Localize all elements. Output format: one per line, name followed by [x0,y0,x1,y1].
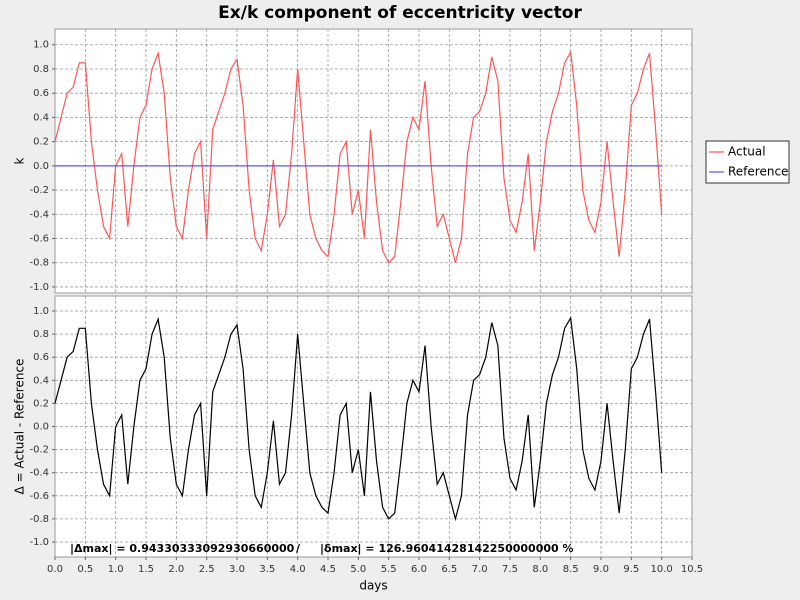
legend-label: Reference [728,165,788,179]
x-tick-label: 3.0 [229,564,245,575]
x-tick-label: 8.5 [563,564,579,575]
chart-title: Ex/k component of eccentricity vector [218,3,582,23]
y-tick-label: -0.4 [29,209,49,220]
x-tick-label: 2.0 [168,564,184,575]
y-tick-label: 0.4 [33,375,49,386]
y-axis-label: k [13,157,27,164]
y-tick-label: 0.4 [33,112,49,123]
y-tick-label: 0.8 [33,329,49,340]
x-tick-label: 10.5 [681,564,703,575]
x-tick-label: 3.5 [259,564,275,575]
y-tick-label: -0.2 [29,185,49,196]
x-tick-label: 10.0 [651,564,673,575]
x-tick-label: 2.5 [199,564,215,575]
y-tick-label: -0.2 [29,445,49,456]
y-tick-label: 0.2 [33,398,49,409]
x-tick-label: 0.0 [47,564,63,575]
x-tick-label: 0.5 [77,564,93,575]
x-tick-label: 6.5 [441,564,457,575]
annotation: |δmax| = 126.96041428142250000000 % [320,542,574,555]
y-tick-label: -0.6 [29,491,49,502]
x-tick-label: 1.5 [138,564,154,575]
y-tick-label: -1.0 [29,537,49,548]
x-tick-label: 7.5 [502,564,518,575]
x-tick-label: 5.5 [381,564,397,575]
y-tick-label: -1.0 [29,282,49,293]
y-tick-label: 0.6 [33,88,49,99]
x-tick-label: 8.0 [532,564,548,575]
x-tick-label: 7.0 [472,564,488,575]
y-tick-label: -0.6 [29,234,49,245]
annotation: |Δmax| = 0.94330333092930660000 [70,542,295,555]
y-tick-label: 0.6 [33,352,49,363]
series-line [54,316,663,522]
series-line [54,50,663,264]
y-tick-label: -0.8 [29,258,49,269]
x-tick-label: 5.0 [350,564,366,575]
legend-label: Actual [728,145,766,159]
y-tick-label: 0.0 [33,161,49,172]
y-tick-label: -0.4 [29,468,49,479]
x-tick-label: 4.0 [290,564,306,575]
y-tick-label: 1.0 [33,40,49,51]
y-tick-label: -0.8 [29,514,49,525]
x-tick-label: 9.5 [623,564,639,575]
legend-box [705,140,790,184]
x-axis-label: days [359,579,387,593]
x-tick-label: 9.0 [593,564,609,575]
annotation: / [296,542,301,555]
y-tick-label: 0.0 [33,422,49,433]
y-tick-label: 0.2 [33,137,49,148]
x-tick-label: 6.0 [411,564,427,575]
y-tick-label: 0.8 [33,64,49,75]
x-tick-label: 4.5 [320,564,336,575]
y-axis-label: Δ = Actual - Reference [13,359,27,495]
y-tick-label: 1.0 [33,306,49,317]
x-tick-label: 1.0 [108,564,124,575]
